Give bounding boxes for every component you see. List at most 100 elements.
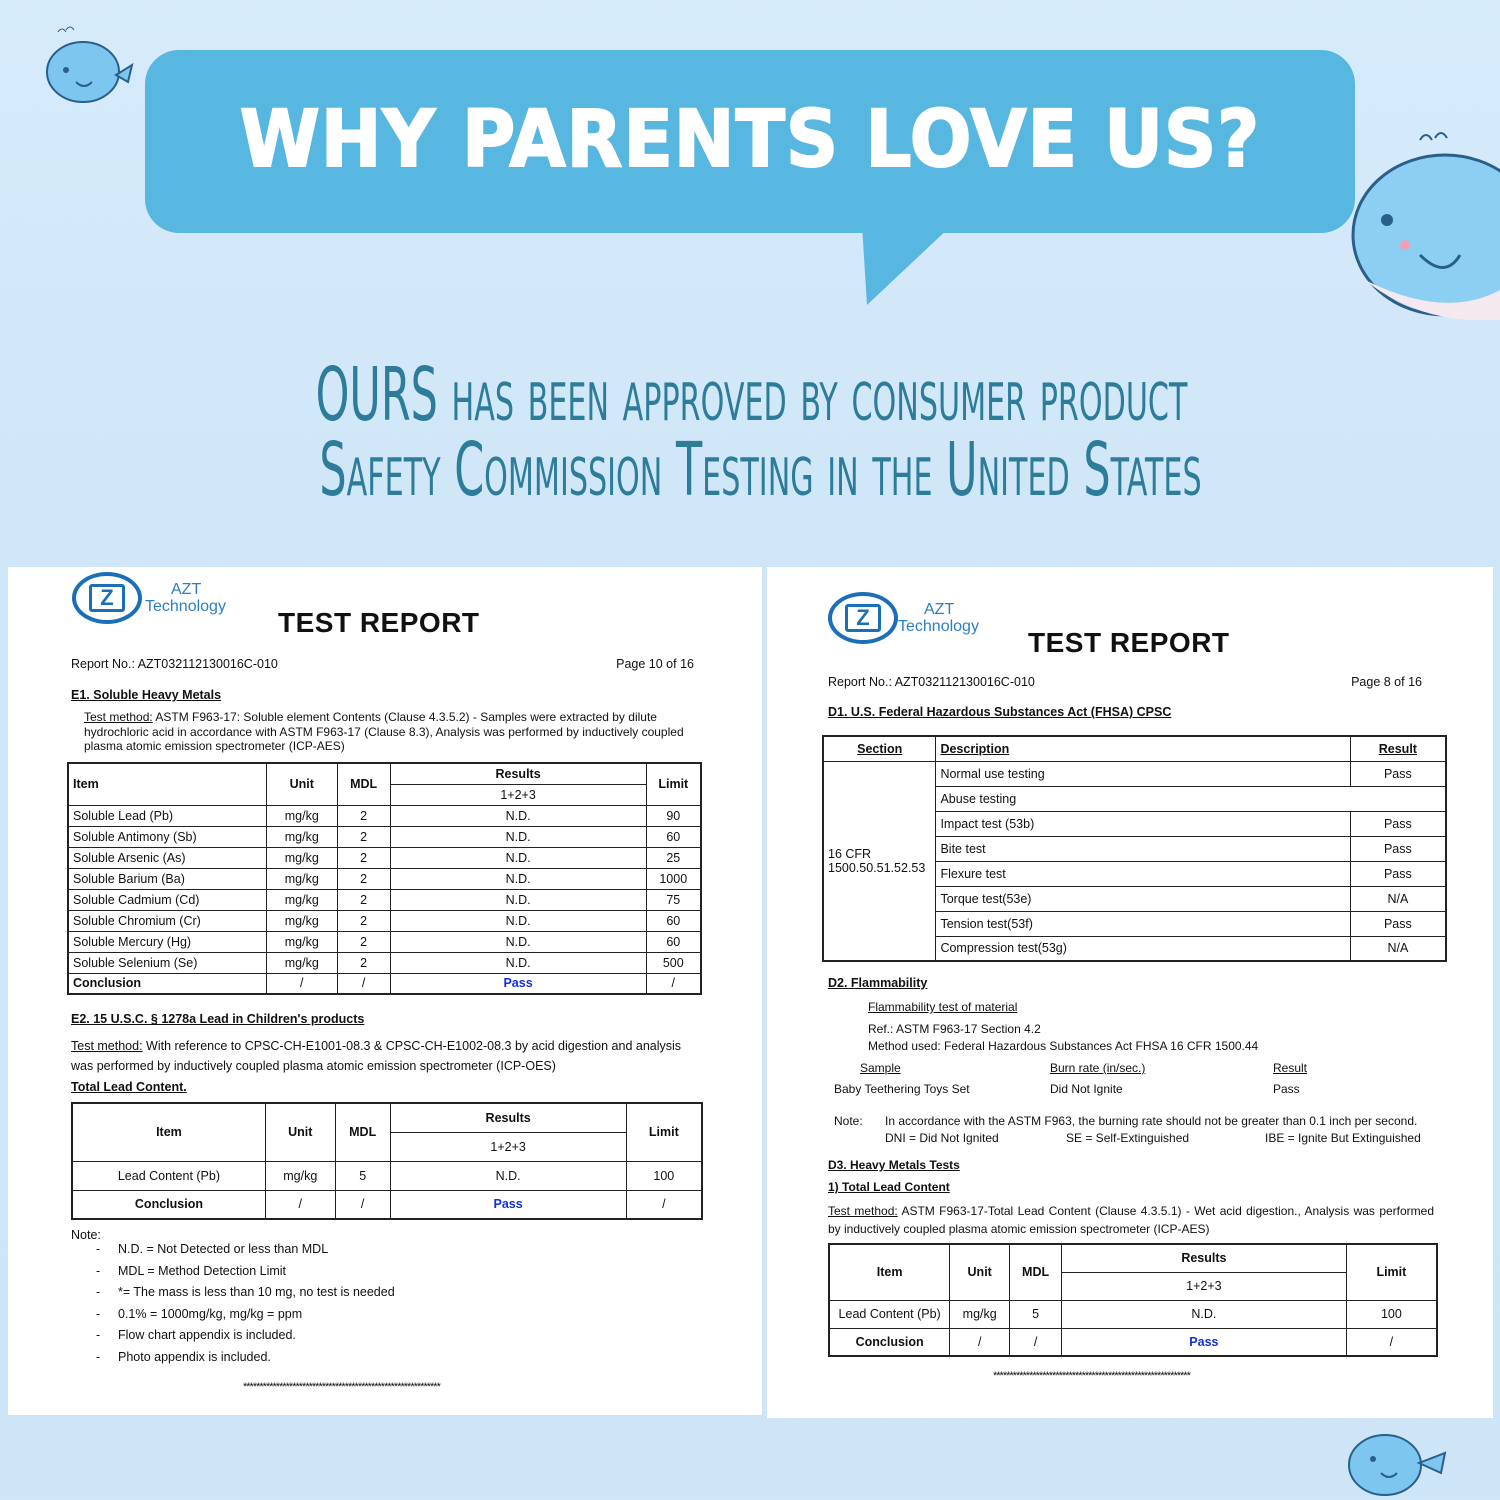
- header-item: Item: [828, 1243, 951, 1301]
- speech-bubble-tail: [862, 225, 952, 305]
- header-unit: Unit: [949, 1243, 1011, 1301]
- brand-line: AZT: [171, 581, 202, 598]
- header-sample-group: 1+2+3: [389, 783, 647, 806]
- table-cell: Lead Content (Pb): [71, 1160, 266, 1191]
- reference: Ref.: ASTM F963-17 Section 4.2: [868, 1022, 1041, 1036]
- subheading: Total Lead Content.: [71, 1080, 187, 1094]
- lead-content-table: Item Unit MDL Results Limit 1+2+3 Lead Content…: [71, 1102, 703, 1220]
- end-line: ****************************************…: [243, 1381, 441, 1393]
- table-cell: 25: [645, 846, 702, 869]
- table-cell: /: [264, 1189, 336, 1220]
- table-row: Soluble Chromium (Cr) mg/kg 2 N.D. 60: [67, 909, 702, 932]
- table-cell: N.D.: [389, 1160, 627, 1191]
- burn-rate-value: Did Not Ignite: [1050, 1082, 1123, 1096]
- table-cell: 60: [645, 825, 702, 848]
- header-mdl: MDL: [1009, 1243, 1063, 1301]
- fhsa-table: Section Description Result 16 CFR 1500.50.5…: [822, 735, 1447, 962]
- table-cell: N.D.: [389, 846, 647, 869]
- table-row: Impact test (53b) Pass: [823, 810, 1447, 837]
- table-row: Torque test(53e) N/A: [823, 885, 1447, 912]
- notes-list: N.D. = Not Detected or less than MDLMDL …: [96, 1242, 395, 1371]
- table-row: Soluble Barium (Ba) mg/kg 2 N.D. 1000: [67, 867, 702, 890]
- note-item: Flow chart appendix is included.: [96, 1328, 395, 1350]
- table-row: Lead Content (Pb) mg/kg 5 N.D. 100: [71, 1160, 703, 1191]
- sample-value: Baby Teethering Toys Set: [834, 1082, 970, 1096]
- table-cell: mg/kg: [265, 888, 338, 911]
- table-cell: N.D.: [389, 825, 647, 848]
- page-number: Page 10 of 16: [616, 657, 694, 671]
- table-cell: 5: [1009, 1299, 1063, 1329]
- header-mdl: MDL: [336, 762, 391, 806]
- header-item: Item: [67, 762, 267, 806]
- table-cell: /: [625, 1189, 703, 1220]
- table-cell: 2: [336, 846, 391, 869]
- table-cell: Soluble Barium (Ba): [67, 867, 267, 890]
- header-results: Results: [389, 1102, 627, 1133]
- table-cell: 5: [334, 1160, 391, 1191]
- report-number: Report No.: AZT032112130016C-010: [71, 657, 278, 671]
- table-cell: /: [265, 972, 338, 995]
- table-cell: 100: [625, 1160, 703, 1191]
- subtitle-line-1: OURS has been approved by consumer produ…: [0, 355, 1500, 435]
- page-number: Page 8 of 16: [1351, 675, 1422, 689]
- header-sample-group: 1+2+3: [1061, 1271, 1347, 1301]
- header-item: Item: [71, 1102, 266, 1162]
- header-unit: Unit: [264, 1102, 336, 1162]
- table-cell: /: [334, 1189, 391, 1220]
- conclusion-row: Conclusion / / Pass /: [67, 972, 702, 995]
- table-cell: 100: [1345, 1299, 1438, 1329]
- table-cell: mg/kg: [265, 804, 338, 827]
- header-description: Description: [935, 735, 1351, 762]
- description-cell: Tension test(53f): [935, 910, 1351, 937]
- header-row: 1+2+3: [72, 1131, 702, 1162]
- pass-result: Pass: [1061, 1327, 1347, 1357]
- table-cell: 2: [336, 804, 391, 827]
- table-row: Soluble Lead (Pb) mg/kg 2 N.D. 90: [67, 804, 702, 827]
- label: Test method:: [71, 1039, 143, 1053]
- header-row: 1+2+3: [829, 1271, 1437, 1301]
- description-cell: Flexure test: [935, 860, 1351, 887]
- table-row: Soluble Antimony (Sb) mg/kg 2 N.D. 60: [67, 825, 702, 848]
- report-title: TEST REPORT: [1028, 627, 1230, 658]
- description-cell: Bite test: [935, 835, 1351, 862]
- table-cell: 2: [336, 867, 391, 890]
- description-cell: Impact test (53b): [935, 810, 1351, 837]
- table-cell: N.D.: [1061, 1299, 1347, 1329]
- table-cell: Soluble Antimony (Sb): [67, 825, 267, 848]
- description-cell: Normal use testing: [935, 760, 1351, 787]
- result-cell: Pass: [1349, 835, 1447, 862]
- description-cell: Abuse testing: [935, 785, 1447, 812]
- header-mdl: MDL: [334, 1102, 391, 1162]
- note-label: Note:: [71, 1228, 101, 1242]
- table-cell: Conclusion: [71, 1189, 266, 1220]
- table-row: 16 CFR 1500.50.51.52.53 Normal use testin…: [822, 760, 1447, 962]
- subtitle-text: Safety Commission Testing in the United …: [319, 427, 1202, 513]
- header-section: Section: [822, 735, 937, 762]
- header-limit: Limit: [645, 762, 702, 806]
- test-method: Test method: With reference to CPSC-CH-E…: [71, 1036, 701, 1076]
- abbr-dni: DNI = Did Not Ignited: [885, 1131, 999, 1145]
- header-row: Item Unit MDL Results Limit: [828, 1243, 1438, 1301]
- section-heading: D1. U.S. Federal Hazardous Substances Ac…: [828, 705, 1172, 719]
- subheading: 1) Total Lead Content: [828, 1180, 950, 1194]
- table-cell: N.D.: [389, 951, 647, 974]
- section-heading: D3. Heavy Metals Tests: [828, 1158, 960, 1172]
- text: With reference to CPSC-CH-E1001-08.3 & C…: [71, 1039, 682, 1073]
- table-row: Soluble Selenium (Se) mg/kg 2 N.D. 500: [67, 951, 702, 974]
- table-cell: /: [949, 1327, 1011, 1357]
- result-cell: Pass: [1349, 910, 1447, 937]
- report-number: Report No.: AZT032112130016C-010: [828, 675, 1035, 689]
- table-cell: mg/kg: [265, 930, 338, 953]
- table-cell: mg/kg: [265, 867, 338, 890]
- text: ASTM F963-17: Soluble element Contents (…: [84, 710, 684, 753]
- brand-line: Technology: [898, 618, 979, 635]
- note-item: MDL = Method Detection Limit: [96, 1264, 395, 1286]
- table-cell: /: [645, 972, 702, 995]
- text: ASTM F963-17-Total Lead Content (Clause …: [828, 1204, 1435, 1236]
- table-cell: N.D.: [389, 804, 647, 827]
- table-cell: 60: [645, 909, 702, 932]
- conclusion-row: Conclusion / / Pass /: [71, 1189, 703, 1220]
- result-cell: N/A: [1349, 885, 1447, 912]
- table-cell: mg/kg: [949, 1299, 1011, 1329]
- soluble-metals-table: Item Unit MDL Results Limit 1+2+3 Soluble Lead…: [67, 762, 702, 995]
